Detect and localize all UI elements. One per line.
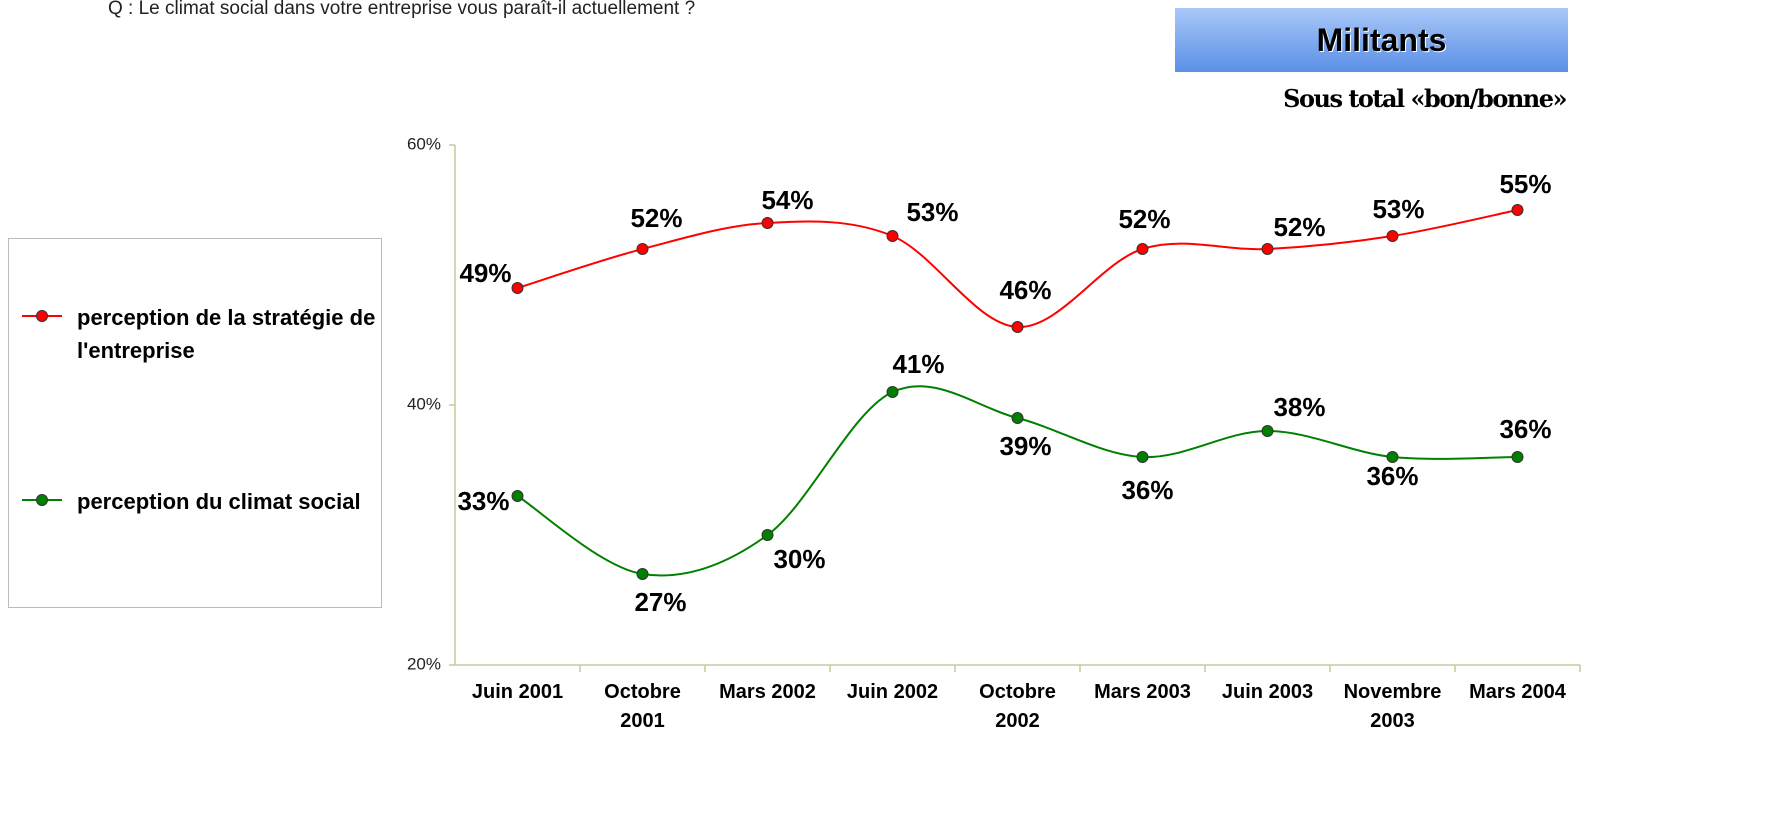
data-label: 52%: [630, 203, 682, 233]
question: Q : Le climat social dans votre entrepri…: [108, 0, 696, 19]
data-label: 52%: [1273, 212, 1325, 242]
data-label: 52%: [1118, 204, 1170, 234]
legend: perception de la stratégie de l'entrepri…: [8, 238, 382, 608]
legend-label: perception du climat social: [77, 489, 361, 514]
x-tick-label: Octobre 2001: [604, 681, 681, 732]
data-label: 49%: [459, 258, 511, 288]
point: [761, 217, 774, 229]
x-tick-label: Mars 2003: [1094, 681, 1191, 703]
point: [761, 529, 774, 541]
series-line: [516, 385, 1518, 577]
data-label: 54%: [761, 185, 813, 215]
point: [1261, 425, 1274, 437]
data-label: 33%: [457, 486, 509, 516]
x-tick-label: Novembre 2003: [1343, 681, 1442, 732]
data-label: 46%: [999, 275, 1051, 305]
data-label: 53%: [1372, 194, 1424, 224]
subtitle: Sous total «bon/bonne»: [1283, 84, 1567, 113]
x-tick-label: Octobre 2002: [979, 681, 1056, 732]
point: [1136, 243, 1149, 255]
data-label: 36%: [1121, 475, 1173, 505]
data-label: 27%: [634, 587, 686, 617]
x-tick-label: Juin 2003: [1221, 681, 1314, 703]
point: [1011, 321, 1024, 333]
data-label: 38%: [1273, 392, 1325, 422]
data-label: 36%: [1366, 461, 1418, 491]
point: [1386, 230, 1399, 242]
point: [511, 282, 524, 294]
y-tick-label: 60%: [407, 134, 441, 153]
data-label: 30%: [773, 544, 825, 574]
point: [1261, 243, 1274, 255]
data-label: 39%: [999, 431, 1051, 461]
y-tick-label: 20%: [407, 654, 441, 673]
y-tick-label: 40%: [407, 394, 441, 413]
x-tick-label: Mars 2004: [1469, 681, 1566, 703]
x-tick-label: Juin 2001: [471, 681, 564, 703]
point: [1136, 451, 1149, 463]
legend-marker: [36, 494, 48, 506]
point: [1386, 451, 1399, 463]
data-label: 53%: [906, 197, 958, 227]
x-tick-label: Juin 2002: [846, 681, 939, 703]
data-label: 55%: [1499, 169, 1551, 199]
data-label: 36%: [1499, 414, 1551, 444]
point: [1011, 412, 1024, 424]
point: [636, 568, 649, 580]
legend-marker: [36, 310, 48, 322]
point: [1511, 451, 1524, 463]
point: [511, 490, 524, 502]
point: [886, 230, 899, 242]
legend-label: perception de la stratégie de l'entrepri…: [77, 305, 376, 363]
data-label: 41%: [892, 349, 944, 379]
badge: Militants: [1175, 8, 1568, 72]
x-tick-label: Mars 2002: [719, 681, 816, 703]
point: [1511, 204, 1524, 216]
point: [886, 386, 899, 398]
point: [636, 243, 649, 255]
